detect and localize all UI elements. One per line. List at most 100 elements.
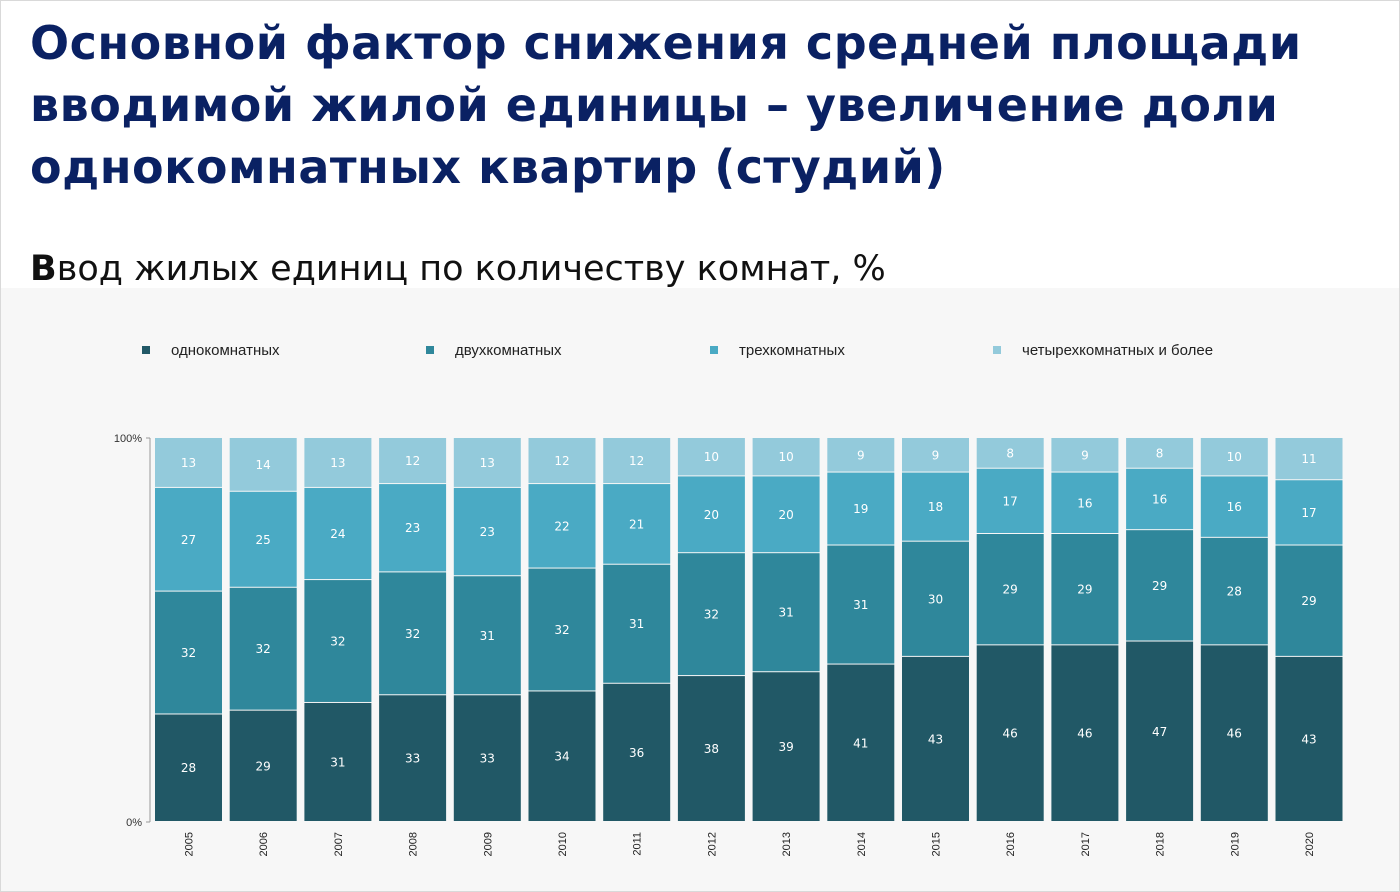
legend-swatch-four-plus-room bbox=[993, 346, 1001, 354]
data-label: 18 bbox=[928, 500, 943, 514]
x-tick-label: 2018 bbox=[1155, 832, 1167, 856]
bar-segment bbox=[1275, 438, 1343, 480]
bar-segment bbox=[379, 572, 447, 695]
bar-segment bbox=[1200, 537, 1268, 645]
bar-segment bbox=[603, 484, 671, 564]
bar-segment bbox=[827, 472, 895, 545]
bar-segment bbox=[1126, 468, 1194, 530]
x-tick-label: 2011 bbox=[632, 832, 644, 856]
bar-segment bbox=[976, 438, 1044, 468]
data-label: 10 bbox=[704, 450, 719, 464]
bar-segment bbox=[976, 468, 1044, 533]
bar-segment bbox=[752, 476, 820, 553]
data-label: 30 bbox=[928, 592, 943, 606]
data-label: 19 bbox=[853, 502, 868, 516]
legend-swatch-two-room bbox=[426, 346, 434, 354]
bar-segment bbox=[1051, 534, 1119, 645]
legend-swatch-one-room bbox=[142, 346, 150, 354]
legend-item-one-room: однокомнатных bbox=[142, 341, 280, 359]
data-label: 10 bbox=[778, 450, 793, 464]
data-label: 21 bbox=[629, 517, 644, 531]
data-label: 31 bbox=[778, 606, 793, 620]
data-label: 12 bbox=[554, 454, 569, 468]
legend-swatch-three-room bbox=[710, 346, 718, 354]
bar-segment bbox=[1126, 641, 1194, 821]
bar-segment bbox=[155, 487, 222, 591]
bar-segment bbox=[304, 487, 372, 580]
bar-segment bbox=[827, 545, 895, 664]
data-label: 33 bbox=[405, 752, 420, 766]
bar-segment bbox=[453, 438, 521, 487]
x-tick-label: 2007 bbox=[333, 832, 345, 856]
data-label: 46 bbox=[1077, 727, 1092, 741]
data-label: 29 bbox=[256, 759, 271, 773]
bar-segment bbox=[1275, 545, 1343, 656]
page-title: Основной фактор снижения средней площади… bbox=[30, 16, 1302, 194]
bar-segment bbox=[453, 487, 521, 576]
x-tick-label: 2005 bbox=[184, 832, 196, 856]
x-tick-label: 2020 bbox=[1304, 832, 1316, 856]
data-label: 11 bbox=[1301, 452, 1316, 466]
bar-segment bbox=[902, 541, 969, 656]
bar-segment bbox=[1275, 480, 1343, 545]
data-label: 46 bbox=[1003, 727, 1018, 741]
bar-segment bbox=[304, 438, 372, 487]
legend-item-three-room: трехкомнатных bbox=[710, 341, 845, 359]
data-label: 13 bbox=[181, 456, 196, 470]
x-tick-label: 2013 bbox=[781, 832, 793, 856]
data-label: 16 bbox=[1077, 496, 1092, 510]
bar-segment bbox=[1126, 530, 1194, 641]
bar-segment bbox=[1200, 476, 1268, 537]
data-label: 9 bbox=[857, 448, 865, 462]
legend-label-four-plus-room: четырехкомнатных и более bbox=[1022, 341, 1214, 359]
data-label: 31 bbox=[629, 617, 644, 631]
data-label: 12 bbox=[629, 454, 644, 468]
data-label: 13 bbox=[330, 456, 345, 470]
legend-label-one-room: однокомнатных bbox=[171, 341, 280, 359]
data-label: 31 bbox=[330, 755, 345, 769]
bar-segment bbox=[902, 656, 969, 821]
bar-segment bbox=[902, 438, 969, 472]
data-label: 23 bbox=[480, 525, 495, 539]
bar-segment bbox=[1126, 438, 1194, 468]
data-label: 29 bbox=[1301, 594, 1316, 608]
bar-segment bbox=[752, 553, 820, 672]
bar-segment bbox=[603, 683, 671, 821]
data-label: 36 bbox=[629, 746, 644, 760]
data-label: 20 bbox=[704, 508, 719, 522]
bar-segment bbox=[229, 438, 297, 491]
bar-segment bbox=[379, 484, 447, 572]
data-label: 39 bbox=[778, 740, 793, 754]
data-label: 33 bbox=[480, 752, 495, 766]
data-label: 31 bbox=[480, 629, 495, 643]
data-label: 32 bbox=[330, 635, 345, 649]
bar-segment bbox=[677, 676, 745, 821]
data-label: 22 bbox=[554, 519, 569, 533]
bar-segment bbox=[752, 438, 820, 476]
bar-segment bbox=[752, 672, 820, 821]
bar-segment bbox=[976, 534, 1044, 645]
data-label: 46 bbox=[1227, 727, 1242, 741]
y-tick-label: 0% bbox=[126, 817, 142, 829]
bar-segment bbox=[902, 472, 969, 541]
data-label: 32 bbox=[405, 627, 420, 641]
bar-segment bbox=[827, 664, 895, 821]
bar-segment bbox=[1051, 472, 1119, 533]
legend-item-two-room: двухкомнатных bbox=[426, 341, 562, 359]
legend-label-three-room: трехкомнатных bbox=[739, 341, 845, 359]
legend-item-four-plus-room: четырехкомнатных и более bbox=[993, 341, 1213, 359]
data-label: 29 bbox=[1152, 579, 1167, 593]
x-tick-label: 2008 bbox=[408, 832, 420, 856]
data-label: 9 bbox=[932, 448, 940, 462]
bar-segment bbox=[229, 710, 297, 821]
data-label: 23 bbox=[405, 521, 420, 535]
legend-label-two-room: двухкомнатных bbox=[455, 341, 562, 359]
subtitle-rest: вод жилых единиц по количеству комнат, % bbox=[56, 249, 886, 287]
bar-segment bbox=[453, 576, 521, 695]
bar-segment bbox=[827, 438, 895, 472]
x-tick-label: 2010 bbox=[557, 832, 569, 856]
data-label: 9 bbox=[1081, 448, 1089, 462]
bar-segment bbox=[677, 553, 745, 676]
data-label: 31 bbox=[853, 598, 868, 612]
